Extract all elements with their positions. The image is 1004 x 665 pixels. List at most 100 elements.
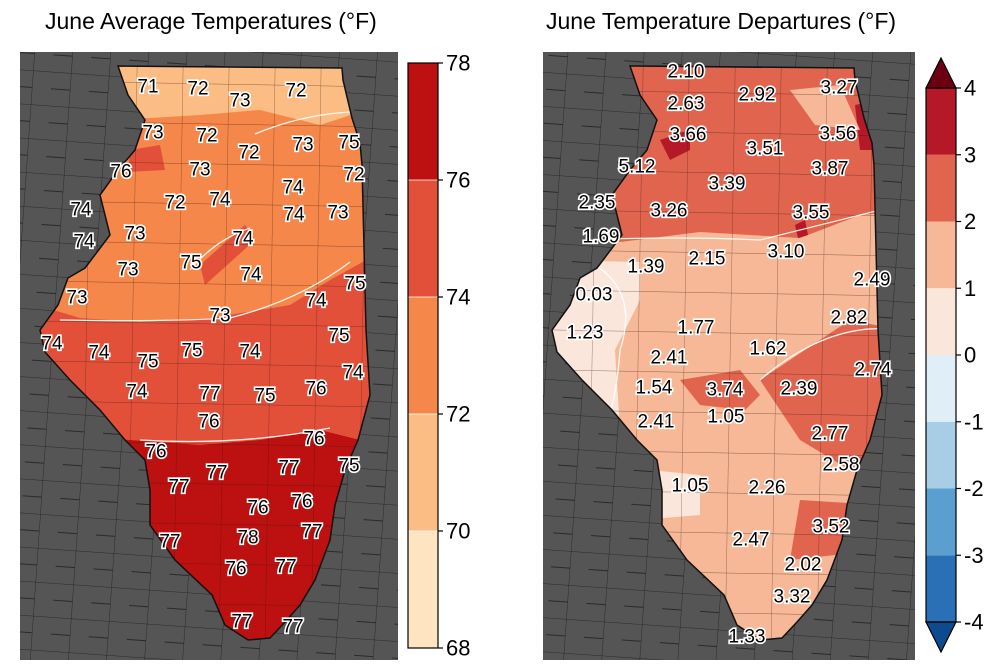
departure-colorbar-bin — [926, 555, 956, 622]
avg-station-value: 75 — [328, 326, 349, 347]
illinois-border — [551, 65, 883, 641]
avg-station-value: 74 — [282, 178, 304, 199]
avg-station-value: 73 — [292, 135, 313, 156]
avg-station-value: 78 — [237, 528, 258, 549]
avg-colorbar-tick-label: 76 — [446, 168, 470, 193]
departure-station-value: 3.51 — [747, 139, 784, 160]
avg-station-value: 72 — [187, 79, 208, 100]
departure-colorbar-bin — [926, 288, 956, 355]
avg-station-value: 72 — [238, 143, 259, 164]
avg-colorbar-bin — [408, 531, 438, 648]
avg-station-value: 74 — [239, 342, 261, 363]
avg-station-value: 72 — [343, 165, 364, 186]
departure-map: 2.10 2.92 3.27 2.63 3.66 3.56 3.51 5.12 3.87 3.39… — [543, 52, 915, 660]
departure-station-value: 2.41 — [651, 348, 688, 369]
avg-station-value: 76 — [110, 162, 131, 183]
avg-station-value: 74 — [240, 265, 262, 286]
departure-station-value: 2.26 — [749, 478, 786, 499]
avg-station-value: 73 — [124, 224, 145, 245]
departure-station-value: 3.87 — [812, 159, 849, 180]
avg-station-value: 74 — [88, 343, 110, 364]
avg-station-value: 73 — [229, 91, 250, 112]
departure-station-value: 3.56 — [820, 124, 857, 145]
avg-station-value: 73 — [66, 288, 87, 309]
departure-station-value: 3.26 — [651, 201, 688, 222]
departure-station-value: 2.49 — [854, 270, 891, 291]
avg-station-value: 75 — [338, 456, 359, 477]
avg-colorbar-bin — [408, 180, 438, 297]
avg-station-value: 72 — [164, 193, 185, 214]
departure-station-value: 1.39 — [628, 257, 665, 278]
avg-colorbar-frame — [407, 62, 439, 649]
departure-station-value: 1.33 — [729, 627, 766, 648]
departure-station-value: 2.41 — [638, 412, 675, 433]
departure-colorbar-tick-label: 2 — [964, 209, 976, 234]
avg-station-value: 73 — [209, 306, 230, 327]
avg-colorbar-tick-label: 70 — [446, 519, 470, 544]
departure-colorbar-tick-label: -1 — [964, 409, 984, 434]
departure-station-value: 0.03 — [576, 285, 613, 306]
avg-colorbar-tick-label: 74 — [446, 285, 470, 310]
departure-colorbar-bin — [926, 488, 956, 556]
departure-station-value: 3.27 — [821, 78, 858, 99]
avg-station-value: 76 — [145, 442, 166, 463]
departure-colorbar-tick-label: 1 — [964, 276, 976, 301]
departure-station-value: 1.05 — [672, 476, 709, 497]
departure-colorbar-tick-label: 3 — [964, 142, 976, 167]
avg-station-value: 77 — [159, 532, 180, 553]
avg-station-value: 71 — [137, 77, 158, 98]
departure-colorbar-bin — [926, 221, 956, 289]
avg-station-value: 75 — [180, 253, 201, 274]
departure-colorbar-max-extension — [925, 56, 957, 89]
departure-station-value: 3.10 — [768, 242, 805, 263]
departure-station-value: 2.47 — [733, 530, 770, 551]
departure-station-value: 2.10 — [668, 62, 705, 83]
avg-colorbar-bin — [408, 63, 438, 180]
departure-colorbar-min-extension — [925, 621, 957, 654]
avg-station-value: 75 — [181, 341, 202, 362]
departure-colorbar-tick-label: -3 — [964, 543, 984, 568]
avg-station-value: 76 — [247, 498, 268, 519]
departure-station-value: 3.74 — [707, 380, 744, 401]
departure-colorbar-bin — [926, 154, 956, 222]
avg-station-value: 74 — [342, 363, 364, 384]
avg-station-value: 75 — [137, 352, 158, 373]
departure-colorbar-tick-label: -2 — [964, 476, 984, 501]
avg-station-value: 72 — [196, 126, 217, 147]
departure-station-value: 3.32 — [774, 587, 811, 608]
departure-colorbar-tick-label: -4 — [964, 610, 984, 635]
avg-station-value: 74 — [232, 229, 254, 250]
avg-station-value: 77 — [275, 557, 296, 578]
avg-station-value: 74 — [126, 382, 148, 403]
avg-station-value: 77 — [231, 612, 252, 633]
avg-station-value: 75 — [338, 133, 359, 154]
departure-station-value: 3.52 — [813, 517, 850, 538]
avg-station-value: 76 — [305, 379, 326, 400]
departure-station-value: 1.62 — [750, 339, 787, 360]
avg-station-value: 76 — [303, 429, 324, 450]
avg-colorbar-tick-label: 68 — [446, 636, 470, 661]
departure-station-value: 3.39 — [709, 174, 746, 195]
departure-map-title: June Temperature Departures (°F) — [546, 8, 897, 34]
avg-station-value: 77 — [168, 477, 189, 498]
departure-station-value: 1.54 — [636, 378, 673, 399]
departure-station-value: 2.77 — [812, 424, 849, 445]
avg-station-value: 73 — [327, 203, 348, 224]
avg-station-value: 76 — [225, 559, 246, 580]
departure-station-value: 1.23 — [567, 323, 604, 344]
avg-station-value: 73 — [117, 260, 138, 281]
avg-station-value: 77 — [278, 458, 299, 479]
illinois-border — [39, 65, 371, 641]
avg-station-value: 73 — [189, 160, 210, 181]
departure-station-value: 5.12 — [619, 157, 656, 178]
departure-colorbar-bin — [926, 355, 956, 422]
avg-station-value: 77 — [282, 617, 303, 638]
departure-station-value: 1.69 — [583, 227, 620, 248]
departure-station-value: 2.39 — [781, 379, 818, 400]
departure-station-value: 3.66 — [670, 125, 707, 146]
avg-colorbar: 68 70 72 74 76 78 — [407, 51, 470, 661]
avg-colorbar-tick-label: 72 — [446, 402, 470, 427]
departure-station-value: 2.35 — [579, 193, 616, 214]
